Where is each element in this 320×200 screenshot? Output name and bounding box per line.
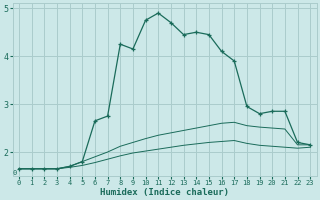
X-axis label: Humidex (Indice chaleur): Humidex (Indice chaleur) bbox=[100, 188, 229, 197]
Text: 0: 0 bbox=[12, 170, 17, 176]
